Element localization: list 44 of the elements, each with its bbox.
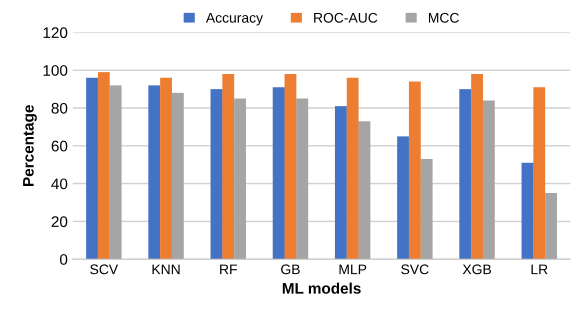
x-tick-label: MLP — [340, 264, 366, 274]
bar — [522, 162, 534, 260]
x-axis-title: ML models — [282, 282, 361, 294]
bar — [148, 85, 160, 260]
x-tick-label: GB — [281, 264, 300, 274]
y-tick-label: 100 — [44, 65, 68, 76]
bar — [482, 100, 495, 260]
y-axis-title: Percentage — [23, 105, 37, 186]
legend-label: MCC — [428, 12, 459, 23]
bar — [160, 78, 172, 260]
bar — [172, 92, 184, 260]
bar — [272, 87, 285, 260]
bar — [420, 159, 433, 260]
legend-label: ROC-AUC — [314, 12, 378, 23]
x-tick-label: SCV — [90, 264, 118, 274]
bar — [86, 78, 98, 260]
bar — [346, 78, 359, 260]
bar — [98, 72, 110, 260]
y-tick-label: 60 — [52, 140, 68, 152]
bar — [284, 74, 296, 260]
x-tick-label: RF — [220, 264, 237, 274]
bar — [296, 98, 308, 260]
bar — [408, 82, 421, 260]
bar — [533, 87, 546, 260]
bar — [545, 193, 557, 260]
y-tick-label: 0 — [60, 254, 68, 265]
bar — [358, 121, 370, 260]
bar — [234, 98, 246, 260]
bar — [334, 106, 347, 260]
bar — [471, 74, 483, 260]
x-tick-label: LR — [532, 264, 548, 274]
y-tick-label: 80 — [52, 102, 68, 114]
y-tick-label: 120 — [44, 27, 68, 38]
bar — [210, 89, 222, 260]
x-tick-label: SVC — [401, 264, 429, 274]
bar — [110, 85, 122, 260]
y-tick-label: 20 — [52, 216, 68, 228]
bar — [397, 136, 409, 260]
bar — [222, 74, 234, 260]
x-tick-label: KNN — [152, 264, 180, 274]
bar — [459, 89, 472, 260]
y-tick-label: 40 — [51, 178, 68, 190]
x-tick-label: XGB — [462, 264, 491, 274]
legend-label: Accuracy — [206, 13, 263, 26]
